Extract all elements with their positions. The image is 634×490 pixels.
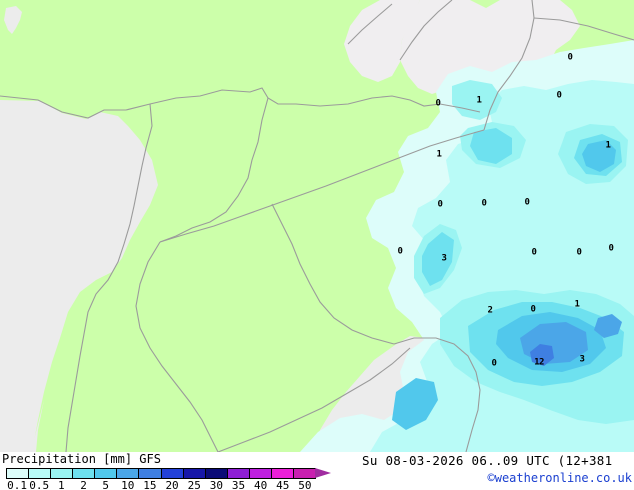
colorbar-swatch-20 [161, 469, 184, 478]
colorbar-swatch-2 [73, 469, 96, 478]
border-layer [0, 0, 634, 452]
colorbar-overflow-arrow-icon [315, 468, 331, 478]
colorbar-swatch-10 [117, 469, 140, 478]
highland-outline [399, 0, 453, 61]
colorbar-swatch-25 [183, 469, 206, 478]
legend-title: Precipitation [mm] GFS [2, 452, 161, 466]
northwest-highland [344, 0, 420, 82]
colorbar-tick-labels: 0.1 0.5 1 2 5 10 15 20 25 30 35 40 45 50 [6, 479, 330, 490]
colorbar-wrapper [6, 468, 331, 479]
precip-value-label: 0 [481, 198, 487, 209]
colorbar-swatch-0.1 [7, 469, 30, 478]
colorbar-swatch-15 [139, 469, 162, 478]
precip-value-label: 3 [441, 253, 447, 264]
colorbar-tick-25: 25 [187, 479, 201, 490]
precip-band-2-center [470, 128, 512, 164]
colorbar-tick-0.5: 0.5 [29, 479, 50, 490]
border-iraq-saudi [271, 203, 395, 345]
colorbar-tick-10: 10 [121, 479, 135, 490]
precip-value-label: 1 [574, 299, 580, 310]
colorbar-tick-15: 15 [143, 479, 157, 490]
precip-band-5-east [582, 140, 616, 172]
model-run-timestamp: Su 08-03-2026 06..09 UTC (12+381 [362, 453, 613, 468]
precip-value-label: 0 [435, 98, 441, 109]
red-sea [22, 364, 52, 452]
border-jordan-saudi [135, 241, 219, 452]
mediterranean-sea [0, 100, 158, 452]
colorbar-tick-20: 20 [165, 479, 179, 490]
precipitation-layer [300, 40, 634, 452]
precip-value-label: 0 [556, 90, 562, 101]
colorbar-swatch-5 [95, 469, 118, 478]
colorbar-tick-0.1: 0.1 [7, 479, 27, 490]
colorbar-tick-35: 35 [231, 479, 246, 490]
border-turkey-syria [0, 87, 481, 119]
coast-persian-gulf [393, 337, 481, 452]
precip-value-label: 0 [608, 243, 614, 254]
border-iran-east [533, 17, 634, 41]
colorbar-tick-50: 50 [298, 479, 312, 490]
precip-value-label: 1 [436, 149, 442, 160]
colorbar-swatch-40 [249, 469, 272, 478]
colorbar-tick-1: 1 [58, 479, 65, 490]
map-canvas [0, 0, 634, 452]
precip-band-2-westridge [422, 232, 454, 286]
precip-value-label: 12 [534, 357, 544, 368]
colorbar-tick-45: 45 [276, 479, 290, 490]
precip-band-5-left [392, 378, 438, 430]
colorbar-swatch-45 [271, 469, 295, 478]
colorbar-tick-5: 5 [102, 479, 109, 490]
precip-band-10-right [594, 314, 622, 338]
colorbar-swatch-0.5 [29, 469, 52, 478]
border-levant-coast [65, 103, 153, 452]
colorbar-swatch-1 [51, 469, 74, 478]
border-jordan-iraq [159, 129, 485, 243]
border-iran-iraq [483, 0, 535, 131]
precip-value-label: 0 [530, 304, 536, 315]
border-saudi-north [217, 347, 411, 452]
precip-value-label: 1 [476, 95, 482, 106]
colorbar-tick-30: 30 [209, 479, 223, 490]
colorbar-swatch-30 [205, 469, 228, 478]
colorbar-swatch-50 [294, 469, 316, 478]
legend-footer: Precipitation [mm] GFS 0.1 0.5 1 2 5 10 15 20 25… [0, 452, 634, 490]
highland-outline-2 [347, 3, 393, 45]
precip-value-label: 0 [576, 247, 582, 258]
precip-value-label: 0 [437, 199, 443, 210]
precip-band-15-core [530, 344, 554, 366]
precip-value-label: 0 [567, 52, 573, 63]
colorbar-swatch-35 [227, 469, 250, 478]
precipitation-colorbar[interactable] [6, 468, 316, 479]
colorbar-tick-40: 40 [254, 479, 268, 490]
precip-value-label: 0 [531, 247, 537, 258]
precip-value-label: 0 [524, 197, 530, 208]
copyright-notice: ©weatheronline.co.uk [487, 471, 633, 485]
precip-value-label: 2 [487, 305, 493, 316]
precip-value-label: 0 [397, 246, 403, 257]
precip-value-label: 3 [579, 354, 585, 365]
precip-value-label: 1 [605, 140, 611, 151]
border-syria-iraq [159, 97, 269, 243]
island-cyprus [4, 6, 22, 34]
precipitation-map[interactable]: 0 1 0 0 1 1 0 0 0 0 0 3 0 0 2 0 1 0 12 3 [0, 0, 634, 452]
colorbar-tick-2: 2 [80, 479, 87, 490]
precip-value-label: 0 [491, 358, 497, 369]
